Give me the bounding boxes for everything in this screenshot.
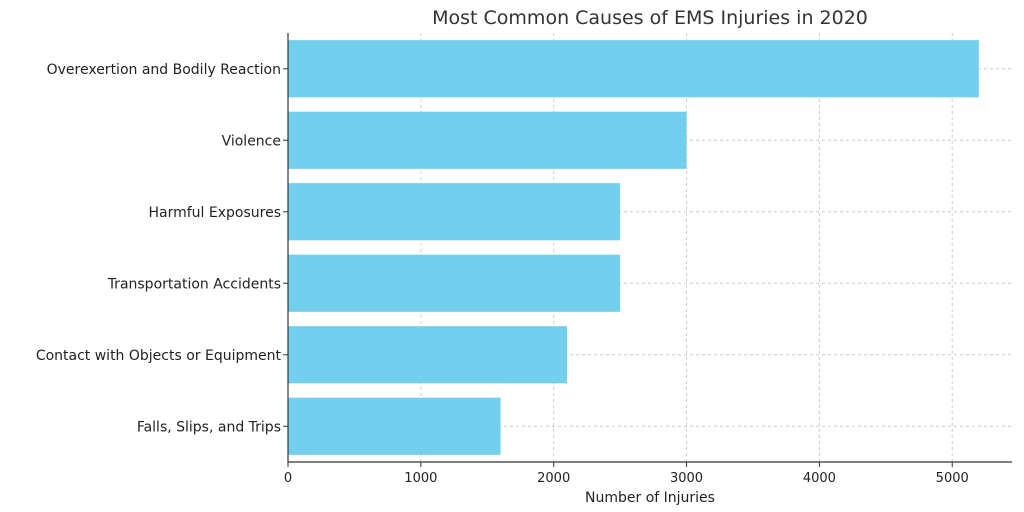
- bar: [288, 40, 979, 98]
- category-label: Harmful Exposures: [148, 205, 281, 221]
- bar: [288, 111, 687, 169]
- chart-title: Most Common Causes of EMS Injuries in 20…: [432, 7, 868, 29]
- bars-layer: [288, 40, 979, 455]
- x-tick-label: 2000: [537, 471, 570, 486]
- category-label: Violence: [222, 133, 281, 149]
- category-label: Contact with Objects or Equipment: [36, 348, 282, 364]
- bar: [288, 254, 621, 312]
- category-label: Falls, Slips, and Trips: [137, 419, 281, 435]
- bar: [288, 397, 501, 455]
- bar: [288, 183, 621, 241]
- x-tick-label: 0: [284, 471, 292, 486]
- x-tick-label: 3000: [670, 471, 703, 486]
- x-axis-title: Number of Injuries: [585, 490, 715, 506]
- category-label: Transportation Accidents: [107, 276, 281, 292]
- x-tick-label: 1000: [404, 471, 437, 486]
- x-tick-label: 5000: [936, 471, 969, 486]
- category-label: Overexertion and Bodily Reaction: [47, 62, 281, 78]
- bar: [288, 326, 567, 384]
- x-tick-label: 4000: [803, 471, 836, 486]
- labels-layer: 0 1000 2000 3000 4000 5000 Overexertion and Bo…: [36, 62, 969, 486]
- axes-layer: [287, 33, 1012, 463]
